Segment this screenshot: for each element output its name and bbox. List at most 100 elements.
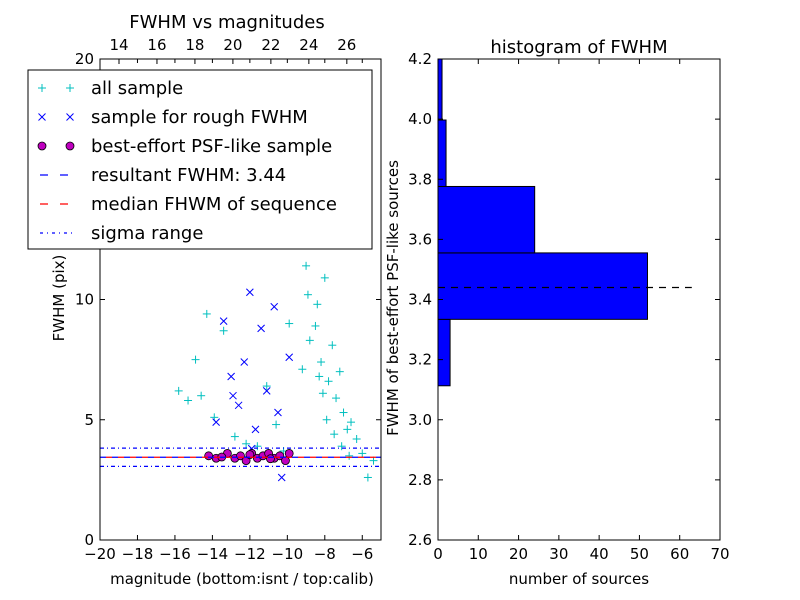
histogram-bar xyxy=(437,58,443,121)
legend-x-b xyxy=(66,113,74,121)
legend-label: sigma range xyxy=(91,223,203,244)
legend: all sample sample for rough FWHM best-effo… xyxy=(27,69,373,250)
legend-label: resultant FWHM: 3.44 xyxy=(91,165,286,186)
all-sample-point xyxy=(184,396,193,405)
all-sample-point xyxy=(242,439,251,448)
legend-label: median FHWM of sequence xyxy=(91,194,337,215)
x-b xyxy=(246,288,254,297)
left-x-tick-label: −14 xyxy=(197,545,229,563)
left-x-tick-label: −10 xyxy=(272,545,304,563)
rough-sample-point xyxy=(277,473,286,482)
left-top-x-tick-label: 20 xyxy=(223,36,242,54)
left-x-tick-label: −12 xyxy=(234,545,266,563)
x-b xyxy=(229,391,237,400)
right-y-axis-label: FWHM of best-effort PSF-like sources xyxy=(384,160,402,436)
left-top-x-tick-label: 14 xyxy=(109,36,128,54)
legend-x-b xyxy=(38,113,46,121)
right-y-tick-label: 3.4 xyxy=(408,291,432,309)
right-y-tick-label: 3.0 xyxy=(408,411,432,429)
all-sample-point xyxy=(230,432,239,441)
right-x-axis-label: number of sources xyxy=(509,570,649,588)
legend-label: all sample xyxy=(91,78,183,99)
left-data-layer xyxy=(100,86,381,482)
left-x-axis-label: magnitude (bottom:isnt / top:calib) xyxy=(110,570,374,588)
x-b xyxy=(257,324,265,333)
all-sample-point xyxy=(311,321,320,330)
all-sample-point xyxy=(352,434,361,443)
left-x-tick-label: −8 xyxy=(314,545,336,563)
all-sample-point xyxy=(303,290,312,299)
right-x-tick-label: 70 xyxy=(710,545,729,563)
left-x-tick-label: −6 xyxy=(351,545,373,563)
right-chart-title: histogram of FWHM xyxy=(490,37,667,58)
legend-box xyxy=(27,69,373,250)
all-sample-point xyxy=(305,336,314,345)
x-b xyxy=(219,317,228,325)
fwhm-vs-magnitude-plot: FWHM vs magnitudes magnitude (bottom:isn… xyxy=(27,12,382,588)
rough-sample-point xyxy=(285,353,294,362)
rough-sample-point xyxy=(212,418,221,427)
right-y-tick-label: 3.8 xyxy=(408,170,432,188)
legend-entry: best-effort PSF-like sample xyxy=(37,136,332,157)
left-top-x-tick-label: 26 xyxy=(337,36,356,54)
all-sample-point xyxy=(335,367,344,376)
all-sample-point xyxy=(318,389,327,398)
left-y-tick-label: 10 xyxy=(75,291,94,309)
left-plot-area xyxy=(100,86,381,482)
right-x-tick-label: 60 xyxy=(670,545,689,563)
all-sample-point xyxy=(324,377,333,386)
left-x-tick-label: −20 xyxy=(84,545,116,563)
left-y-tick-label: 0 xyxy=(84,531,94,549)
x-b xyxy=(240,358,249,366)
left-top-x-tick-label: 22 xyxy=(261,36,280,54)
rough-sample-point xyxy=(262,387,271,395)
rough-sample-point xyxy=(257,324,265,333)
all-sample-point xyxy=(272,420,281,429)
legend-entry: sigma range xyxy=(40,223,203,244)
right-x-tick-label: 10 xyxy=(469,545,488,563)
legend-entry: all sample xyxy=(38,78,183,99)
psf-sample-point xyxy=(281,456,290,466)
x-b xyxy=(274,408,282,417)
rough-sample-point xyxy=(229,391,237,400)
all-sample-point xyxy=(337,442,346,451)
rough-sample-point xyxy=(246,288,254,297)
x-b xyxy=(270,302,279,311)
all-sample-point xyxy=(339,408,348,417)
right-x-tick-label: 20 xyxy=(509,545,528,563)
rough-sample-point xyxy=(240,358,249,366)
all-sample-point xyxy=(330,430,339,439)
x-b xyxy=(262,387,271,395)
all-sample-point xyxy=(202,309,211,318)
right-axes-layer: 0 10 20 30 40 50 60 70 2.6 2.8 3.0 3.2 3.4 3.6 3.8 4.0 4… xyxy=(408,50,729,563)
right-y-tick-label: 4.2 xyxy=(408,50,432,68)
left-top-x-tick-label: 16 xyxy=(147,36,166,54)
legend-entry: sample for rough FWHM xyxy=(38,107,308,128)
left-top-x-tick-label: 18 xyxy=(185,36,204,54)
right-data-layer xyxy=(437,58,692,387)
x-b xyxy=(227,372,235,381)
all-sample-point xyxy=(262,382,271,391)
rough-sample-point xyxy=(219,317,228,325)
right-y-tick-label: 2.8 xyxy=(408,471,432,489)
all-sample-point xyxy=(363,473,372,482)
all-sample-point xyxy=(285,319,294,328)
legend-label: best-effort PSF-like sample xyxy=(91,136,332,157)
right-x-tick-label: 30 xyxy=(549,545,568,563)
left-y-axis-label: FWHM (pix) xyxy=(50,255,68,342)
left-x-tick-label: −16 xyxy=(159,545,191,563)
histogram-bar xyxy=(437,318,451,387)
x-b xyxy=(234,401,243,410)
right-x-tick-label: 0 xyxy=(433,545,443,563)
all-sample-point xyxy=(345,451,354,460)
all-sample-point xyxy=(332,394,341,403)
all-sample-point xyxy=(369,456,378,465)
all-sample-point xyxy=(317,358,326,367)
all-sample-point xyxy=(298,365,307,374)
legend-entry: median FHWM of sequence xyxy=(40,194,337,215)
legend-label: sample for rough FWHM xyxy=(91,107,308,128)
x-b xyxy=(285,353,294,362)
all-sample-point xyxy=(322,415,331,424)
x-b xyxy=(251,425,260,434)
histogram-bar xyxy=(437,252,648,320)
